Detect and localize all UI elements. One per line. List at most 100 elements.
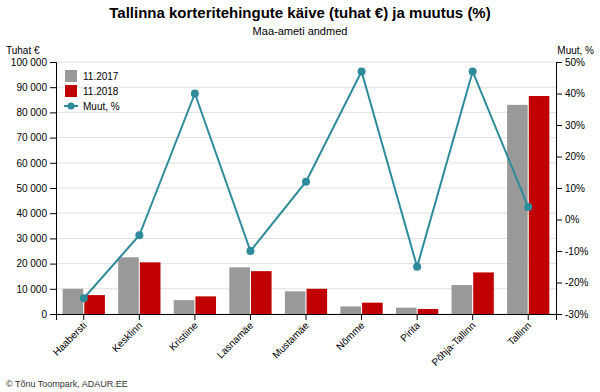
title: Tallinna korteritehingute käive (tuhat €… (109, 4, 490, 21)
x-tick-label: Haabersti (51, 320, 89, 358)
y-tick: 70 000 (16, 132, 56, 143)
bar (285, 291, 306, 314)
x-tick: Kesklinn (110, 314, 145, 354)
x-tick-label: Nõmme (334, 319, 367, 352)
y2-axis: -30% -20% -10% 0% 10% 20% 30% 40% 50% (556, 57, 588, 320)
y-axis: 010 00020 00030 00040 00050 00060 00070 … (11, 57, 57, 320)
x-tick: Nõmme (334, 314, 367, 352)
point (524, 203, 532, 211)
y2-tick: 40% (556, 88, 585, 99)
y2-axis-title: Muut, % (557, 45, 594, 56)
y2-axis-line (557, 63, 563, 315)
x-tick-mark (83, 314, 84, 320)
line (84, 71, 528, 298)
grid-line (56, 238, 556, 239)
y2-tick: 0% (556, 214, 580, 225)
y2-tick-mark (556, 125, 562, 126)
legend-item: 11.2017 (65, 70, 119, 82)
y2-tick-label: 40% (565, 88, 585, 99)
y2-tick: 10% (556, 183, 585, 194)
legend-label: 11.2018 (83, 86, 119, 97)
y-tick: 0 (41, 309, 56, 320)
y-tick-label: 50 000 (16, 183, 47, 194)
bar (251, 271, 272, 314)
y2-tick: 30% (556, 120, 585, 131)
x-tick: Lasnamäe (215, 314, 256, 360)
y2-tick-mark (556, 188, 562, 189)
y2-tick: -30% (556, 309, 588, 320)
point (246, 247, 254, 255)
grid-line (56, 137, 556, 138)
bar (507, 105, 528, 314)
y-axis-line (50, 63, 57, 315)
bar (63, 289, 84, 314)
legend-item: Muut, % (64, 101, 120, 112)
plot: Haabersti Kesklinn Kristiine Lasnamäe Mustam… (11, 57, 589, 368)
x-tick: Kristiine (167, 314, 200, 353)
grid-line (56, 213, 556, 214)
x-tick-label: Mustamäe (270, 319, 311, 360)
point (80, 294, 88, 302)
bar (452, 285, 473, 314)
y-tick: 60 000 (16, 158, 56, 169)
x-tick-label: Pirita (398, 319, 422, 343)
bar (195, 296, 216, 314)
x-tick-label: Tallinn (505, 320, 533, 348)
grid-line (56, 87, 556, 88)
x-tick: Põhja-Tallinn (429, 314, 477, 368)
y2-tick: 50% (556, 57, 585, 68)
x-axis: Haabersti Kesklinn Kristiine Lasnamäe Mustam… (51, 314, 557, 368)
y2-tick: -10% (556, 246, 588, 257)
y-tick: 50 000 (16, 183, 56, 194)
y-tick: 100 000 (11, 57, 56, 68)
x-tick-label: Lasnamäe (215, 319, 256, 360)
x-tick-label: Kesklinn (110, 320, 145, 355)
point (135, 231, 143, 239)
legend-marker (68, 103, 75, 110)
bar-series (63, 105, 528, 314)
marks (63, 67, 550, 314)
y2-tick-label: 10% (565, 183, 585, 194)
bar (340, 306, 361, 314)
y-tick-mark (50, 112, 56, 113)
grid-line (56, 112, 556, 113)
y2-tick: -20% (556, 277, 588, 288)
grid (56, 62, 556, 314)
x-tick: Mustamäe (270, 314, 311, 360)
y-tick: 30 000 (16, 233, 56, 244)
legend-label: Muut, % (83, 101, 120, 112)
legend-swatch (65, 70, 77, 82)
y2-tick-label: 0% (565, 214, 580, 225)
legend-item: 11.2018 (65, 85, 119, 97)
point (469, 67, 477, 75)
y-tick-label: 0 (41, 309, 47, 320)
x-tick-mark (194, 314, 195, 320)
bar-series (84, 96, 549, 314)
y2-tick-mark (556, 283, 562, 284)
y-tick-mark (50, 289, 56, 290)
x-tick-mark (528, 314, 529, 320)
y-tick: 90 000 (16, 82, 56, 93)
y-tick: 40 000 (16, 208, 56, 219)
bar (118, 257, 139, 314)
y2-tick-mark (556, 251, 562, 252)
grid-line (56, 188, 556, 189)
bar (362, 303, 383, 314)
y2-tick: 20% (556, 151, 585, 162)
point (413, 263, 421, 271)
x-tick-mark (306, 314, 307, 320)
y-tick-label: 80 000 (16, 107, 47, 118)
y-tick-mark (50, 163, 56, 164)
x-tick: Tallinn (505, 314, 533, 347)
y2-tick-mark (556, 94, 562, 95)
y2-tick-mark (556, 314, 562, 315)
x-tick: Haabersti (51, 314, 89, 358)
y2-tick-label: -10% (565, 246, 588, 257)
grid-line (56, 162, 556, 163)
x-tick-label: Kristiine (167, 319, 200, 352)
y2-tick-label: 20% (565, 151, 585, 162)
y-tick-mark (50, 238, 56, 239)
y-tick-mark (50, 87, 56, 88)
y-tick-label: 10 000 (16, 284, 47, 295)
y-tick: 80 000 (16, 107, 56, 118)
